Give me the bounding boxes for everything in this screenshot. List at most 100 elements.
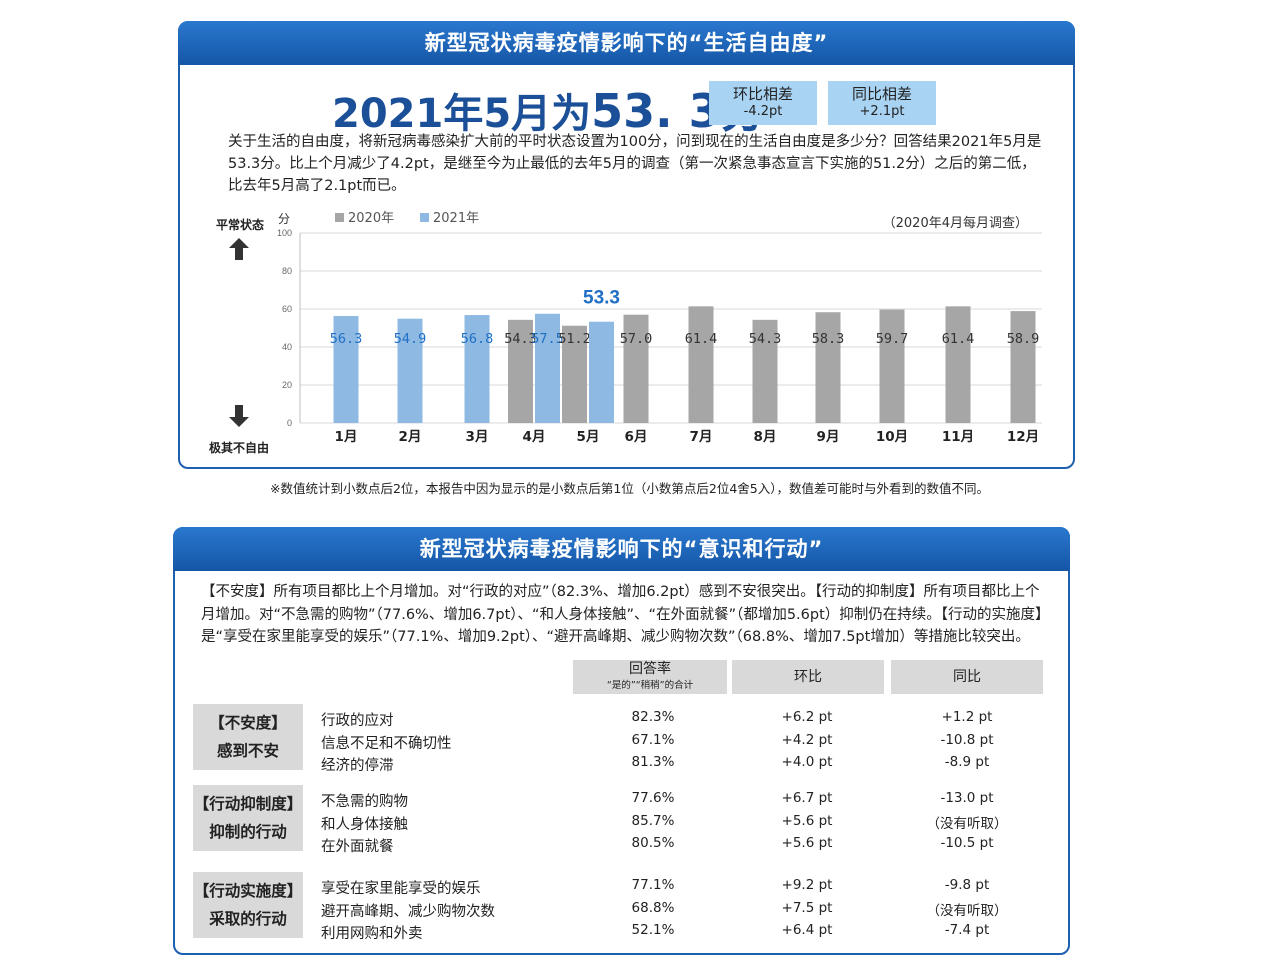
row-yoy: -8.9 pt — [944, 754, 990, 770]
description: 【不安度】所有项目都比上个月增加。对“行政的对应”（82.3%、增加6.2pt）… — [201, 584, 1043, 645]
row-label: 不急需的购物 — [321, 794, 408, 810]
x-tick-label: 6月 — [625, 429, 648, 445]
x-tick-label: 10月 — [876, 429, 908, 445]
bar-2021 — [464, 315, 490, 423]
row-mom: +6.4 pt — [781, 922, 833, 938]
data-label: 56.3 — [330, 331, 363, 347]
col-header-rate: 回答率 “是的”“稍稍”的合计 — [573, 660, 727, 694]
panel-title: 新型冠状病毒疫情影响下的“生活自由度” — [178, 21, 1075, 65]
data-label: 56.8 — [461, 331, 494, 347]
row-label: 利用网购和外卖 — [321, 926, 423, 942]
data-label: 58.3 — [812, 331, 845, 347]
x-tick-label: 7月 — [690, 429, 713, 445]
bar-2020 — [1010, 311, 1036, 423]
row-mom: +7.5 pt — [781, 899, 833, 916]
y-tick-label: 0 — [287, 418, 292, 428]
col-header-yoy-label: 同比 — [953, 669, 981, 685]
row-mom: +4.2 pt — [781, 731, 833, 748]
table-row: 经济的停滞 81.3% +4.0 pt -8.9 pt — [175, 754, 1068, 776]
row-rate: 67.1% — [631, 731, 675, 748]
panel-title: 新型冠状病毒疫情影响下的“意识和行动” — [173, 527, 1070, 571]
bar-2020 — [752, 319, 778, 423]
highlight-label: 53.3 — [583, 288, 620, 309]
row-rate: 82.3% — [631, 709, 675, 725]
row-label: 经济的停滞 — [321, 758, 394, 774]
x-tick-label: 11月 — [942, 429, 974, 445]
x-tick-label: 2月 — [399, 429, 422, 445]
y-tick-label: 80 — [282, 266, 292, 276]
mom-diff-box: 环比相差 -4.2pt — [709, 81, 817, 125]
category-title: 【不安度】 — [209, 714, 287, 732]
bar-2021 — [333, 316, 359, 423]
table-row: 不急需的购物 77.6% +6.7 pt -13.0 pt （没有听取） — [175, 790, 1068, 832]
row-mom: +5.6 pt — [781, 835, 833, 851]
y-tick-label: 40 — [282, 342, 292, 352]
bar-2020 — [508, 319, 533, 423]
yoy-diff-label: 同比相差 — [851, 85, 912, 103]
row-rate: 77.6% — [631, 790, 675, 806]
freedom-bar-chart: 0 20 40 60 80 100 分 2020年 2021年 （2020年4月每月调查） 56.3… — [277, 211, 1042, 445]
table-row: 利用网购和外卖 52.1% +6.4 pt -7.4 pt — [175, 922, 1068, 944]
row-rate: 85.7% — [631, 812, 675, 829]
yoy-diff-box: 同比相差 +2.1pt — [828, 81, 936, 125]
footnote: ※数值统计到小数点后2位，本报告中因为显示的是小数点后第1位（小数第点后2位4舍… — [270, 481, 989, 496]
data-label: 61.4 — [942, 331, 975, 347]
bar-2021 — [589, 321, 614, 423]
category-subtitle: 抑制的行动 — [209, 823, 287, 841]
x-tick-label: 9月 — [817, 429, 840, 445]
legend-swatch — [420, 213, 429, 222]
x-tick-label: 5月 — [577, 429, 600, 445]
row-label: 行政的应对 — [321, 713, 394, 729]
bar-2020 — [815, 312, 841, 423]
data-label: 58.9 — [1007, 331, 1040, 347]
table-row: 避开高峰期、减少购物次数 68.8% +7.5 pt — [175, 900, 1068, 922]
table-row: 享受在家里能享受的娱乐 77.1% +9.2 pt -9.8 pt （没有听取） — [175, 877, 1068, 919]
row-rate: 77.1% — [631, 877, 675, 893]
bar-2020 — [562, 325, 587, 423]
legend-label: 2020年 — [348, 211, 394, 226]
row-label: 享受在家里能享受的娱乐 — [321, 881, 481, 897]
row-rate: 81.3% — [631, 754, 675, 770]
row-mom: +5.6 pt — [781, 812, 833, 829]
category-title: 【行动实施度】 — [193, 882, 303, 900]
row-label: 避开高峰期、减少购物次数 — [321, 903, 495, 920]
data-label: 54.3 — [504, 331, 537, 347]
row-yoy: -10.8 pt — [940, 731, 994, 748]
data-label: 61.4 — [685, 331, 718, 347]
data-label: 57.5 — [531, 331, 564, 347]
row-mom: +6.2 pt — [781, 709, 833, 725]
category-box: 【行动实施度】 采取的行动 — [193, 872, 303, 938]
data-label: 59.7 — [876, 331, 909, 347]
x-tick-label: 8月 — [754, 429, 777, 445]
legend-swatch — [335, 213, 344, 222]
row-mom: +4.0 pt — [781, 754, 833, 770]
bar-2021 — [535, 313, 560, 423]
row-yoy: +1.2 pt — [941, 709, 993, 725]
table-row: 在外面就餐 80.5% +5.6 pt -10.5 pt — [175, 835, 1068, 857]
y-axis-unit: 分 — [278, 212, 290, 226]
row-label: 和人身体接触 — [321, 816, 408, 833]
headline-prefix: 2021年5月为 — [332, 91, 592, 137]
data-label: 54.3 — [749, 331, 782, 347]
col-header-yoy: 同比 — [891, 660, 1043, 694]
y-tick-label: 20 — [282, 380, 292, 390]
bar-2020 — [945, 306, 971, 423]
table-row: 行政的应对 82.3% +6.2 pt +1.2 pt — [175, 709, 1068, 731]
top-state-label: 平常状态 — [216, 218, 265, 232]
category-subtitle: 采取的行动 — [209, 910, 287, 928]
category-box: 【不安度】 感到不安 — [193, 704, 303, 770]
x-tick-label: 12月 — [1007, 429, 1039, 445]
col-header-mom-label: 环比 — [794, 669, 822, 685]
arrow-down-icon — [229, 405, 249, 427]
awareness-action-panel: 新型冠状病毒疫情影响下的“意识和行动” 【不安度】所有项目都比上个月增加。对“行… — [173, 527, 1070, 955]
mom-diff-value: -4.2pt — [743, 104, 783, 119]
row-rate: 80.5% — [631, 835, 675, 851]
x-tick-label: 1月 — [335, 429, 358, 445]
x-tick-label: 4月 — [523, 429, 546, 445]
bottom-state-label: 极其不自由 — [209, 441, 270, 455]
data-label: 57.0 — [620, 331, 653, 347]
row-yoy: -10.5 pt — [940, 835, 994, 851]
x-tick-label: 3月 — [466, 429, 489, 445]
bar-2021 — [397, 318, 423, 423]
y-tick-label: 60 — [282, 304, 292, 314]
